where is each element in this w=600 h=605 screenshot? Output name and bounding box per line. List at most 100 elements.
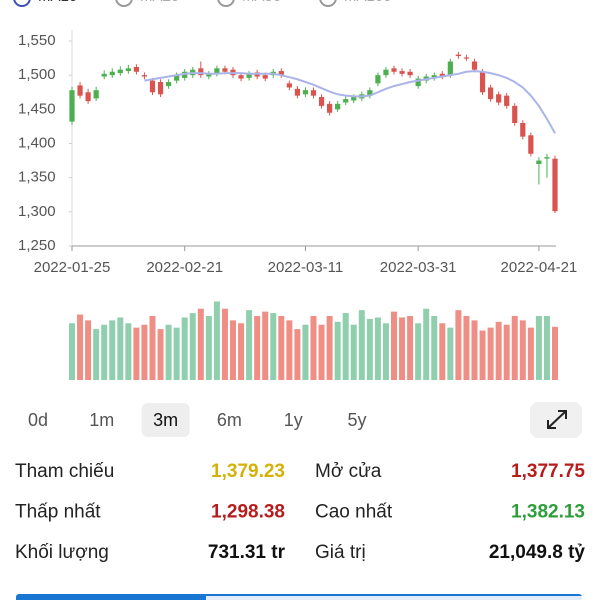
candle-body (294, 88, 300, 96)
candle-body (544, 157, 550, 159)
candle-body (375, 75, 381, 84)
volume-bar (181, 317, 188, 380)
candle-body (327, 103, 333, 113)
candle-body (447, 61, 453, 76)
stat-value: 21,049.8 tỷ (489, 542, 586, 563)
volume-bar (535, 316, 542, 380)
candle-body (415, 78, 421, 87)
volume-bar (350, 324, 357, 380)
legend-label: MA50 (242, 0, 281, 5)
volume-bar (366, 318, 373, 380)
legend-label: MA100 (344, 0, 392, 5)
candle-body (262, 75, 268, 79)
candle-body (488, 87, 494, 100)
volume-bar (552, 326, 558, 380)
volume-bar (439, 323, 446, 380)
volume-bar (503, 324, 510, 380)
legend-label: MA20 (140, 0, 179, 5)
tab-selected-bg (141, 403, 190, 437)
candle-body (383, 69, 389, 76)
volume-bar (455, 310, 462, 380)
candle-body (367, 90, 373, 96)
volume-bar (77, 314, 84, 380)
x-tick-label: 2022-03-31 (380, 259, 457, 276)
volume-bar (246, 310, 253, 380)
volume-bar (117, 317, 124, 380)
stat-label: Giá trị (315, 542, 366, 563)
y-tick-label: 1,400 (18, 134, 56, 151)
volume-bar (543, 316, 550, 380)
x-tick-label: 2022-02-21 (146, 259, 223, 276)
volume-bar (382, 323, 389, 380)
volume-bar (334, 321, 341, 380)
candle-body (310, 90, 317, 96)
volume-bar (197, 308, 204, 380)
tab[interactable]: 5y (347, 410, 366, 430)
volume-bar (205, 316, 212, 380)
volume-bar (173, 327, 180, 380)
tab[interactable]: 3m (153, 410, 178, 430)
volume-bar (213, 301, 220, 380)
candle-body (536, 160, 542, 164)
volume-bar (487, 327, 494, 380)
volume-bar (85, 320, 92, 380)
candle-body (528, 135, 534, 154)
candle-body (286, 83, 292, 88)
candle-body (125, 68, 131, 72)
volume-bar (415, 323, 422, 380)
legend-radio (319, 0, 337, 7)
volume-bar (69, 323, 75, 380)
tab[interactable]: 1m (89, 410, 114, 430)
candle-body (198, 68, 204, 76)
volume-bar (270, 313, 277, 380)
volume-bar (157, 329, 164, 380)
candle-body (109, 71, 115, 76)
x-tick-label: 2022-03-11 (268, 259, 344, 276)
candle-body (512, 105, 518, 123)
candle-body (246, 73, 252, 78)
candle-body (278, 71, 284, 76)
volume-bar (399, 317, 406, 380)
ma-line (144, 70, 556, 134)
volume-bar (133, 327, 140, 380)
tab[interactable]: 0d (28, 410, 48, 430)
legend-radio (115, 0, 133, 7)
tab[interactable]: 1y (284, 410, 303, 430)
volume-bar (149, 316, 156, 380)
candle-body (149, 80, 156, 93)
volume-bar (471, 320, 478, 380)
y-tick-label: 1,350 (18, 169, 56, 186)
candle-body (496, 94, 502, 103)
stat-label: Cao nhất (315, 502, 393, 523)
stat-label: Khối lượng (15, 542, 109, 563)
volume-bar (230, 320, 236, 380)
x-tick-label: 2022-04-21 (501, 259, 578, 276)
candle-body (101, 73, 107, 77)
y-tick-label: 1,500 (18, 66, 56, 83)
volume-bar (278, 316, 285, 380)
stat-label: Mở cửa (315, 461, 382, 482)
y-tick-label: 1,550 (18, 32, 56, 49)
volume-bar (374, 317, 381, 380)
candle-body (439, 73, 445, 77)
volume-bar (165, 324, 172, 380)
volume-bar (358, 310, 365, 380)
volume-bar (342, 313, 349, 380)
volume-bar (101, 324, 108, 380)
candle-body (157, 82, 164, 95)
volume-bar (310, 316, 317, 380)
stat-label: Thấp nhất (15, 502, 101, 523)
candle-body (504, 95, 510, 106)
legend-radio (13, 0, 31, 7)
volume-bar (326, 316, 333, 380)
stat-value: 1,379.23 (211, 461, 285, 482)
y-tick-label: 1,450 (18, 100, 56, 117)
candle-body (399, 71, 405, 74)
y-tick-label: 1,250 (18, 237, 56, 254)
candle-body (85, 92, 91, 102)
tab[interactable]: 6m (217, 410, 242, 430)
legend-radio (217, 0, 235, 7)
candle-body (351, 97, 357, 101)
candle-body (302, 90, 309, 95)
candle-body (214, 68, 220, 74)
